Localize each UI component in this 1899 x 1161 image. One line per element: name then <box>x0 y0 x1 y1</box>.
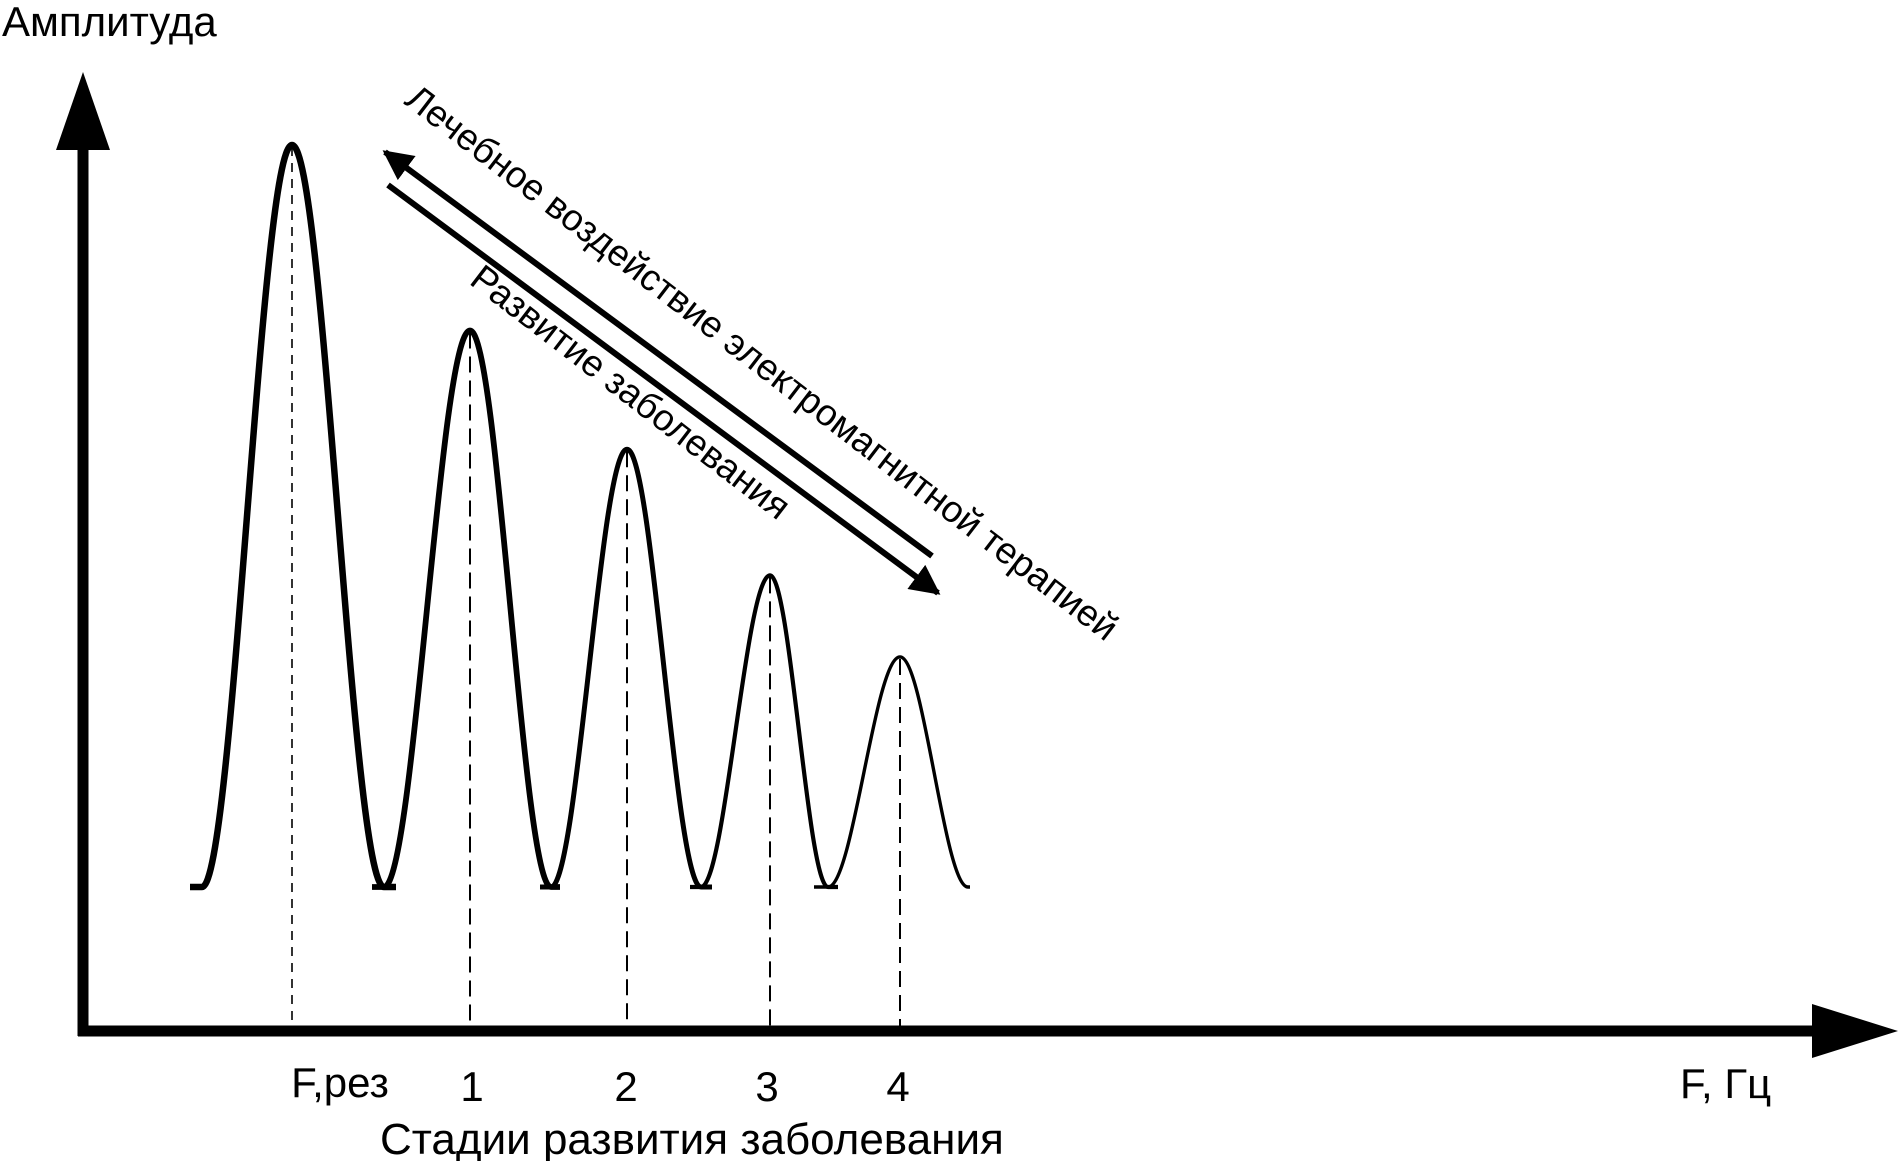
tick-label-3: 3 <box>755 1063 778 1110</box>
tick-labels: F,рез 1 2 3 4 <box>291 1059 910 1110</box>
peak-curves <box>190 141 970 891</box>
diagonal-arrows <box>382 149 941 596</box>
x-axis-caption: Стадии развития заболевания <box>380 1115 1004 1161</box>
lower-arrow-text: Развитие заболевания <box>463 257 798 528</box>
x-axis-label: F, Гц <box>1680 1060 1771 1107</box>
peak-curve-fres <box>190 141 396 891</box>
peak-curve-1 <box>372 327 560 890</box>
dashed-guides <box>291 147 901 1026</box>
y-axis-arrowhead-icon <box>56 72 110 150</box>
tick-label-1: 1 <box>460 1063 483 1110</box>
tick-label-fres: F,рез <box>291 1059 389 1106</box>
x-axis-arrowhead-icon <box>1812 1004 1898 1058</box>
tick-label-4: 4 <box>886 1063 909 1110</box>
peak-curve-4 <box>814 655 970 889</box>
axes <box>56 72 1898 1058</box>
tick-label-2: 2 <box>614 1063 637 1110</box>
peak-curve-3 <box>690 573 838 890</box>
peak-curve-2 <box>540 446 712 890</box>
upper-arrow <box>382 149 934 559</box>
lower-arrow <box>386 182 941 596</box>
y-axis-label: Амплитуда <box>2 0 217 45</box>
